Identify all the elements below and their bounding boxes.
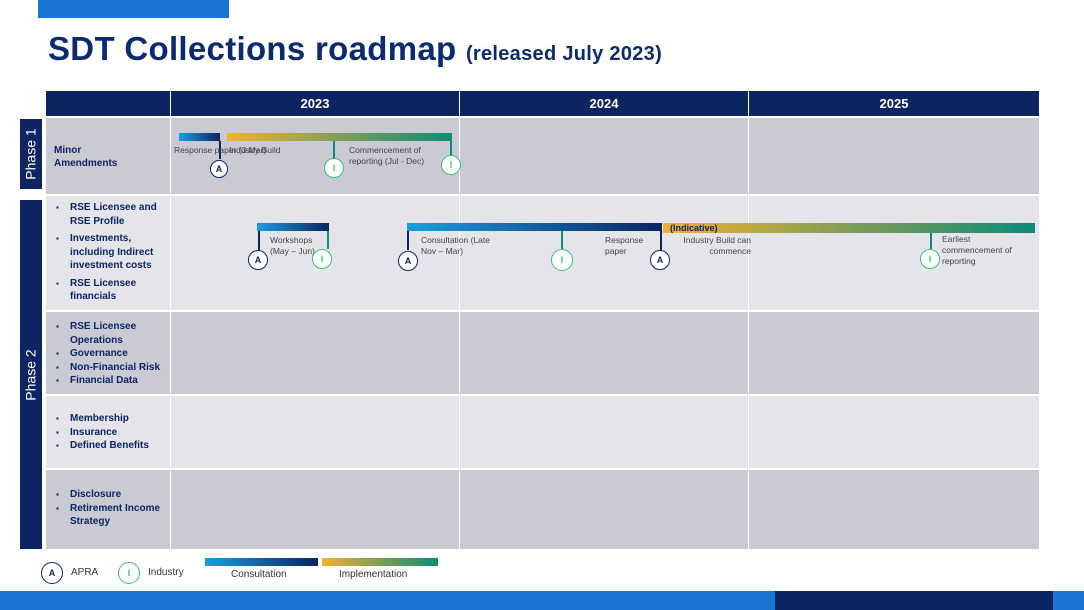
list-item: RSE Licensee Operations	[56, 320, 166, 347]
legend-apra-label: APRA	[71, 567, 99, 578]
row-label: RSE Licensee Operations Governance Non-F…	[46, 312, 170, 394]
roadmap-row-disclosure: Disclosure Retirement Income Strategy	[46, 470, 1039, 549]
label-commencement: Commencement of reporting (Jul - Dec)	[349, 145, 425, 166]
list-item: Membership	[56, 412, 166, 426]
implementation-bar-industry-build	[227, 133, 452, 141]
milestone-line	[407, 231, 409, 250]
industry-marker: I	[441, 155, 461, 175]
consultation-bar-consultation	[407, 223, 662, 231]
legend-apra-marker: A	[41, 562, 63, 584]
consultation-bar-response-paper	[179, 133, 220, 141]
list-item: Financial Data	[56, 374, 166, 388]
consultation-bar-workshops	[257, 223, 329, 231]
label-industry-build-2: Industry Build can commence	[683, 235, 751, 256]
list-item: Governance	[56, 347, 166, 361]
milestone-line	[660, 231, 662, 250]
milestone-line	[333, 141, 335, 159]
list-item: RSE Licensee and RSE Profile	[56, 201, 166, 228]
legend-industry-marker: I	[118, 562, 140, 584]
year-header-2023: 2023	[171, 91, 459, 116]
milestone-line	[327, 231, 329, 249]
industry-marker: I	[920, 249, 940, 269]
legend-consultation-swatch	[205, 558, 318, 566]
year-header-2024: 2024	[460, 91, 748, 116]
top-accent-bar	[38, 0, 229, 18]
list-item: Retirement Income Strategy	[56, 502, 166, 529]
apra-marker: A	[210, 160, 228, 178]
roadmap-row-minor-amendments: Minor Amendments	[46, 118, 1039, 194]
milestone-line	[258, 231, 260, 250]
label-industry-build: Industry Build	[229, 145, 281, 155]
title-main: SDT Collections roadmap	[48, 30, 457, 67]
label-response-paper-2: Response paper	[605, 235, 644, 256]
row-label: Minor Amendments	[46, 118, 170, 194]
page-title: SDT Collections roadmap (released July 2…	[48, 30, 662, 68]
year-header-2025: 2025	[749, 91, 1039, 116]
apra-marker: A	[248, 250, 268, 270]
roadmap-row-operations: RSE Licensee Operations Governance Non-F…	[46, 312, 1039, 394]
list-item: Insurance	[56, 426, 166, 440]
row-label: Membership Insurance Defined Benefits	[46, 396, 170, 468]
phase-1-label: Phase 1	[20, 119, 42, 189]
label-consultation: Consultation (Late Nov – Mar)	[421, 235, 490, 256]
legend-implementation-label: Implementation	[339, 569, 408, 580]
header-blank	[46, 91, 170, 116]
roadmap-row-membership: Membership Insurance Defined Benefits	[46, 396, 1039, 468]
milestone-line	[561, 231, 563, 249]
milestone-line	[219, 141, 221, 159]
row-label: RSE Licensee and RSE Profile Investments…	[46, 196, 170, 310]
label-indicative: (Indicative)	[670, 223, 718, 233]
legend-implementation-swatch	[322, 558, 438, 566]
bottom-dark-bar	[775, 591, 1053, 610]
implementation-bar-industry-build-2	[663, 223, 1035, 233]
title-subtitle: (released July 2023)	[465, 43, 663, 65]
label-earliest-commencement: Earliest commencement of reporting	[942, 234, 1012, 266]
legend-industry-label: Industry	[148, 567, 184, 578]
industry-marker: I	[312, 249, 332, 269]
phase-2-label: Phase 2	[20, 200, 42, 549]
roadmap-row-rse-licensee: RSE Licensee and RSE Profile Investments…	[46, 196, 1039, 310]
list-item: RSE Licensee financials	[56, 277, 166, 304]
row-label: Disclosure Retirement Income Strategy	[46, 470, 170, 549]
label-response-paper: Response paper (3 Mar)	[174, 145, 267, 155]
industry-marker: I	[551, 249, 573, 271]
list-item: Investments, including Indirect investme…	[56, 232, 166, 273]
list-item: Non-Financial Risk	[56, 361, 166, 375]
apra-marker: A	[398, 251, 418, 271]
list-item: Defined Benefits	[56, 439, 166, 453]
milestone-line	[930, 233, 932, 249]
list-item: Disclosure	[56, 488, 166, 502]
legend-consultation-label: Consultation	[231, 569, 287, 580]
industry-marker: I	[324, 158, 344, 178]
milestone-line	[450, 141, 452, 155]
apra-marker: A	[650, 250, 670, 270]
label-workshops: Workshops (May – Jun)	[270, 235, 315, 256]
